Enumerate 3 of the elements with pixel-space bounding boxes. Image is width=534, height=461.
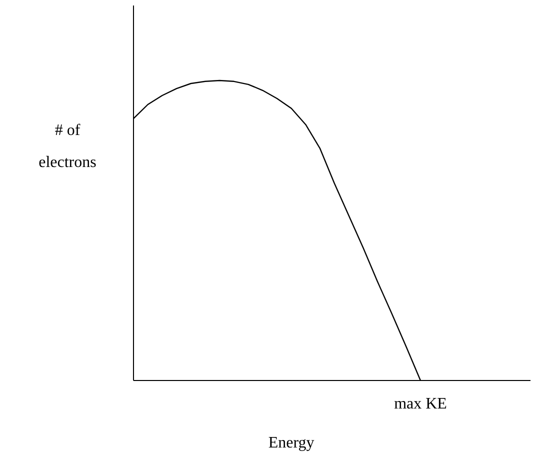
- y-axis-title: # of electrons: [38, 122, 96, 172]
- text: max KE: [394, 396, 447, 412]
- x-axis-title: Energy: [268, 434, 314, 452]
